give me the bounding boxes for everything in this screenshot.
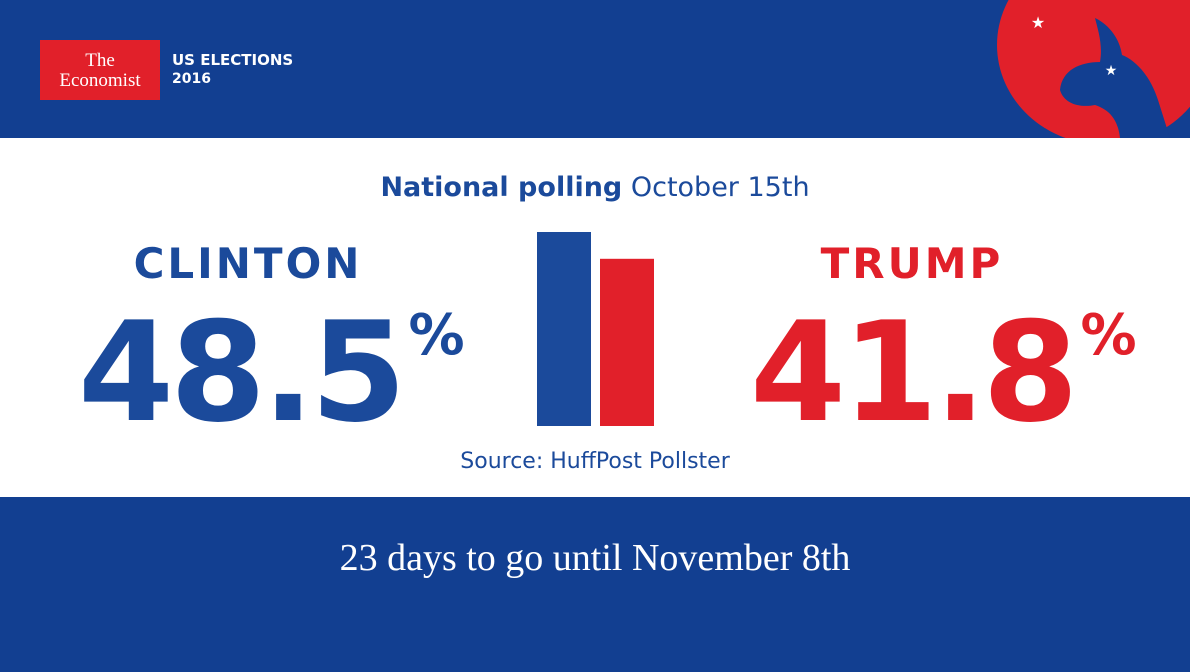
value-label: 41.8: [750, 292, 1075, 453]
top-band: [0, 0, 1190, 138]
value-label: 48.5: [78, 292, 403, 453]
unit-label: %: [1081, 303, 1137, 368]
bottom-band: [0, 497, 1190, 672]
logo-text: The: [85, 50, 115, 71]
chart-title: National polling October 15th: [380, 172, 809, 203]
footer: 23 days to go until November 8th: [340, 537, 851, 579]
svg-text:★: ★: [1031, 13, 1045, 32]
subtitle: October 15th: [631, 172, 810, 203]
svg-text:★: ★: [1105, 63, 1118, 79]
bar: [600, 258, 654, 426]
donkey-emblem: ★ ★: [997, 0, 1190, 138]
section-year: 2016: [172, 71, 211, 87]
logo-box: [40, 40, 160, 100]
candidate-name: TRUMP: [821, 239, 1004, 288]
logo-text: Economist: [59, 70, 141, 91]
title: National polling: [380, 172, 622, 203]
source: Source: HuffPost Pollster: [460, 449, 730, 474]
section-title: US ELECTIONS: [172, 51, 293, 69]
candidate-name: CLINTON: [134, 239, 363, 288]
unit-label: %: [409, 303, 465, 368]
bar: [537, 232, 591, 426]
